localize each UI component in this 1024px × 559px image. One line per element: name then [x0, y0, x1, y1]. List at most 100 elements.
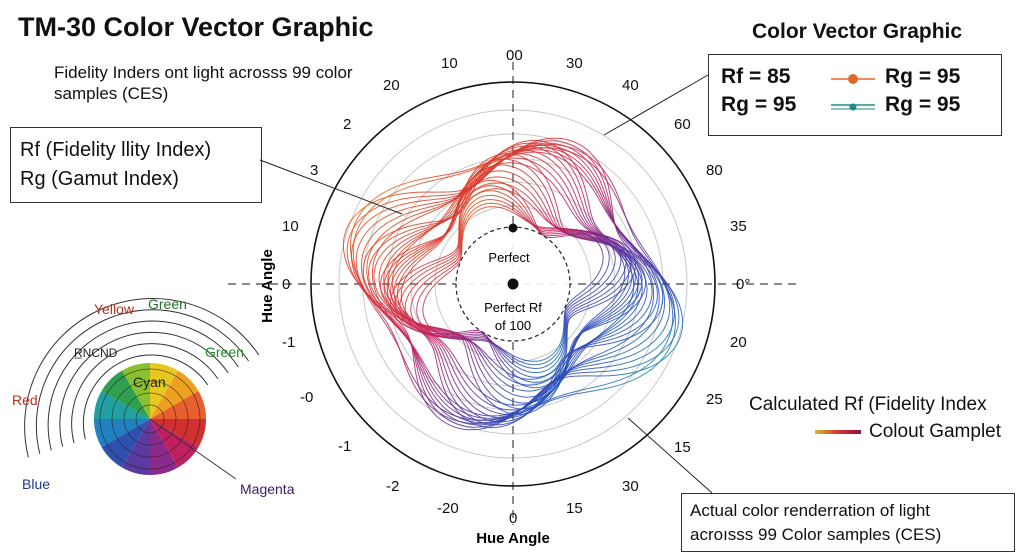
wheel-arc: [35, 309, 250, 454]
wheel-sector: [94, 391, 150, 419]
tick-label: 15: [566, 500, 583, 517]
reference-dot-top: [508, 223, 518, 233]
wheel-rings: [24, 297, 260, 458]
color-vector-lines: [342, 137, 684, 431]
tick-label: 30: [622, 478, 639, 495]
legend-markers: [831, 74, 875, 111]
center-label-top: Perfect: [488, 250, 530, 265]
wheel-inner-ring: [111, 380, 189, 458]
vector-loop: [416, 202, 610, 366]
wheel-inner-ring: [135, 404, 165, 434]
tick-label: -2: [386, 478, 399, 495]
wheel-label-magenta: Magenta: [240, 481, 295, 497]
vector-loop: [404, 194, 622, 374]
annotation-box: Actual color renderration of light acroı…: [681, 493, 1015, 552]
calculated-rf-label: Calculated Rf (Fidelity Index: [749, 394, 987, 415]
leader-line-legend: [603, 74, 709, 136]
tick-label: 10: [282, 218, 299, 235]
tick-label: 2: [343, 116, 351, 133]
wheel-sector: [122, 419, 150, 475]
tick-label: 40: [622, 77, 639, 94]
tick-label: 0°: [736, 276, 750, 293]
wheel-sector: [150, 370, 199, 419]
wheel-sector: [122, 363, 150, 419]
tick-label: 10: [441, 55, 458, 72]
tick-label: 15: [674, 439, 691, 456]
vector-loop: [368, 142, 658, 426]
tick-label: 30: [566, 55, 583, 72]
tick-label: 20: [730, 334, 747, 351]
tick-label: 0: [282, 276, 290, 293]
wheel-inner-ring: [99, 368, 201, 470]
vector-loop: [389, 179, 637, 389]
wheel-sector: [150, 391, 206, 419]
annotation-line-1: Actual color renderration of light: [690, 501, 931, 520]
vector-loop: [349, 143, 677, 425]
legend-rg-left: Rg = 95: [721, 93, 797, 116]
vector-loop: [422, 206, 604, 362]
vector-loop: [383, 153, 643, 415]
legend-rg-bottom: Rg = 95: [885, 93, 961, 116]
wheel-sector: [94, 419, 150, 447]
wheel-inner-ring: [123, 392, 177, 446]
tick-label: 3: [310, 162, 318, 179]
legend-rg-top: Rg = 95: [885, 65, 961, 88]
vector-loop: [360, 147, 666, 421]
vector-loop: [378, 149, 648, 419]
axis-label-bottom: Hue Angle: [476, 530, 550, 547]
outer-circle: [310, 81, 716, 487]
vector-loop: [342, 137, 684, 431]
center-dot: [507, 278, 519, 290]
tick-label: -1: [338, 438, 351, 455]
page-title: TM-30 Color Vector Graphic: [18, 12, 374, 42]
wheel-label-noise: R̲NCND: [74, 346, 118, 360]
vector-loop: [362, 139, 664, 429]
rg-definition: Rg (Gamut Index): [20, 168, 179, 190]
wheel-arc: [82, 354, 209, 440]
tick-label: -1: [282, 334, 295, 351]
subtitle: Fidelity Inders ont light acrosss 99 col…: [54, 63, 353, 103]
legend-marker-orange: [848, 74, 858, 84]
tick-label: -20: [437, 500, 459, 517]
right-title: Color Vector Graphic: [752, 20, 963, 43]
center-label-mid: Perfect Rf: [484, 300, 542, 315]
magenta-leader: [149, 418, 237, 480]
wheel-sector: [150, 363, 178, 419]
wheel-label-green: Green: [205, 344, 244, 360]
hue-color-wheel: Yellow Green R̲NCND Green Red Cyan Blue …: [12, 296, 295, 497]
legend-marker-teal: [849, 103, 857, 111]
tick-label: 00: [506, 47, 523, 64]
wheel-sectors: [94, 363, 206, 475]
wheel-label-green-top: Green: [148, 296, 187, 312]
wheel-sector: [101, 419, 150, 468]
axis-label-left: Hue Angle: [259, 249, 276, 323]
wheel-label-yellow: Yellow: [94, 301, 135, 317]
definitions-box: Rf (Fidelity llity Index) Rg (Gamut Inde…: [10, 127, 262, 203]
wheel-arc: [59, 331, 229, 447]
wheel-label-red: Red: [12, 392, 38, 408]
rf-definition: Rf (Fidelity llity Index): [20, 139, 212, 161]
wheel-sector: [150, 419, 199, 468]
vector-loop: [399, 190, 627, 378]
wheel-sector: [101, 370, 150, 419]
tick-label: 0: [509, 510, 517, 527]
wheel-arc: [71, 343, 219, 444]
wheel-inner-rings: [99, 368, 201, 470]
wheel-arc: [47, 320, 239, 451]
vector-loop: [355, 144, 671, 424]
tick-label: 60: [674, 116, 691, 133]
tick-label: -0: [300, 389, 313, 406]
wheel-label-cyan: Cyan: [133, 374, 166, 390]
tick-label: 20: [383, 77, 400, 94]
wheel-sector: [150, 419, 206, 447]
vector-loop: [350, 142, 676, 426]
leader-line-definitions: [259, 159, 403, 215]
wheel-label-blue: Blue: [22, 476, 50, 492]
gamut-label: Colout Gamplet: [869, 421, 1002, 442]
tick-labels: 00 10 20 2 3 10 0 -1 -0 -1 -2 -20 0 15 3…: [282, 47, 750, 527]
vector-loop: [410, 198, 616, 370]
wheel-arc: [24, 297, 260, 458]
wheel-sector: [150, 419, 178, 475]
center-label-bottom: of 100: [495, 318, 531, 333]
